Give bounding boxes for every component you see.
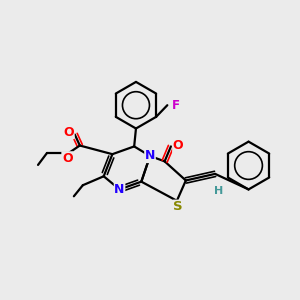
Text: S: S [173,200,183,213]
Text: O: O [62,152,73,165]
Text: N: N [114,183,125,196]
Text: O: O [64,126,74,139]
Text: N: N [145,149,155,163]
Text: F: F [172,99,180,112]
Text: O: O [173,139,183,152]
Text: H: H [214,186,223,197]
